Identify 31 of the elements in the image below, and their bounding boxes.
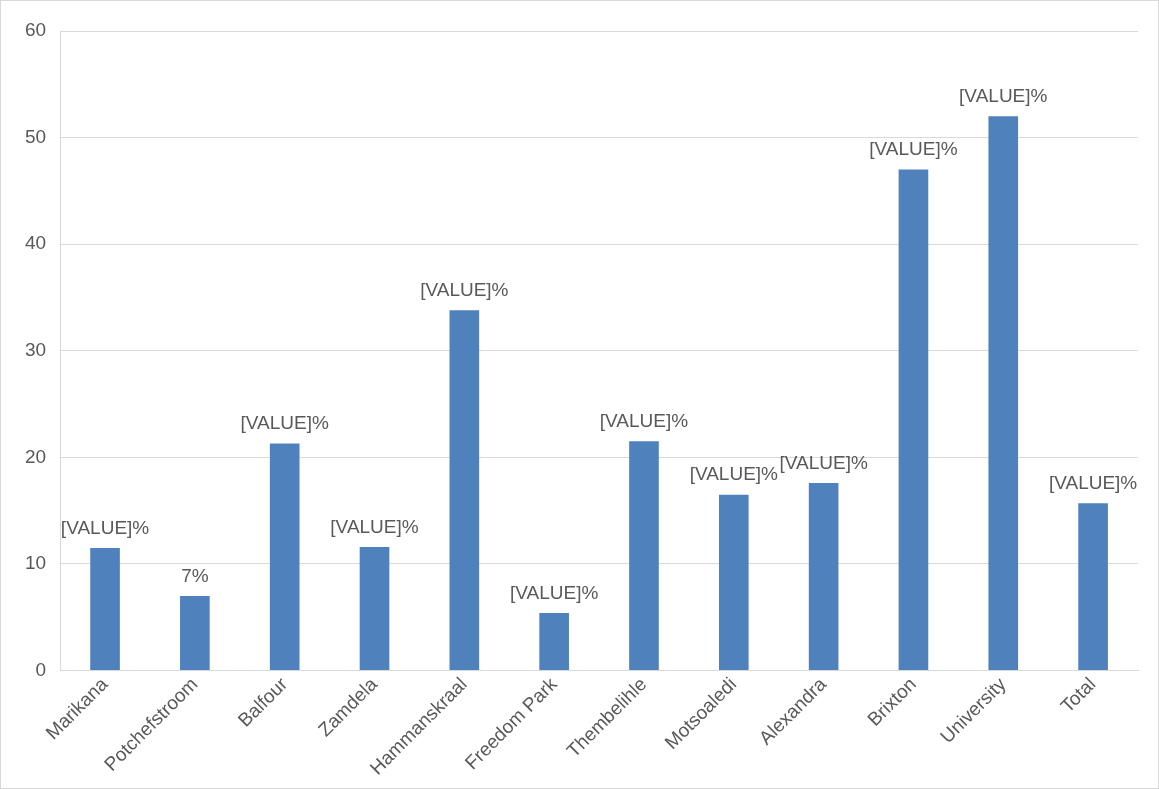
bar xyxy=(180,595,210,671)
bar xyxy=(359,546,390,671)
data-label: [VALUE]% xyxy=(509,581,599,603)
data-label: [VALUE]% xyxy=(1048,471,1138,493)
bar xyxy=(539,612,569,671)
data-label: [VALUE]% xyxy=(779,451,868,473)
y-tick-label: 0 xyxy=(35,658,47,680)
data-label: [VALUE]% xyxy=(330,515,419,537)
data-label: [VALUE]% xyxy=(959,85,1048,107)
data-label: [VALUE]% xyxy=(240,412,329,434)
y-tick-label: 60 xyxy=(24,19,47,41)
bar xyxy=(808,482,839,671)
y-tick-label: 20 xyxy=(24,445,47,467)
bar xyxy=(90,547,120,671)
bar xyxy=(1078,503,1108,671)
bar xyxy=(629,441,659,671)
data-label: [VALUE]% xyxy=(60,516,150,538)
data-label: [VALUE]% xyxy=(869,138,958,160)
y-tick-label: 40 xyxy=(24,232,47,254)
y-tick-label: 10 xyxy=(24,552,47,574)
y-tick-label: 50 xyxy=(24,125,47,147)
bar xyxy=(988,116,1019,671)
bar xyxy=(718,494,749,671)
data-label: [VALUE]% xyxy=(599,410,689,432)
data-label: [VALUE]% xyxy=(689,463,779,485)
data-label: 7% xyxy=(181,564,209,586)
bar xyxy=(449,310,480,671)
data-label: [VALUE]% xyxy=(420,279,509,300)
bar xyxy=(269,443,300,671)
y-tick-label: 30 xyxy=(24,339,47,360)
bar xyxy=(898,169,929,671)
